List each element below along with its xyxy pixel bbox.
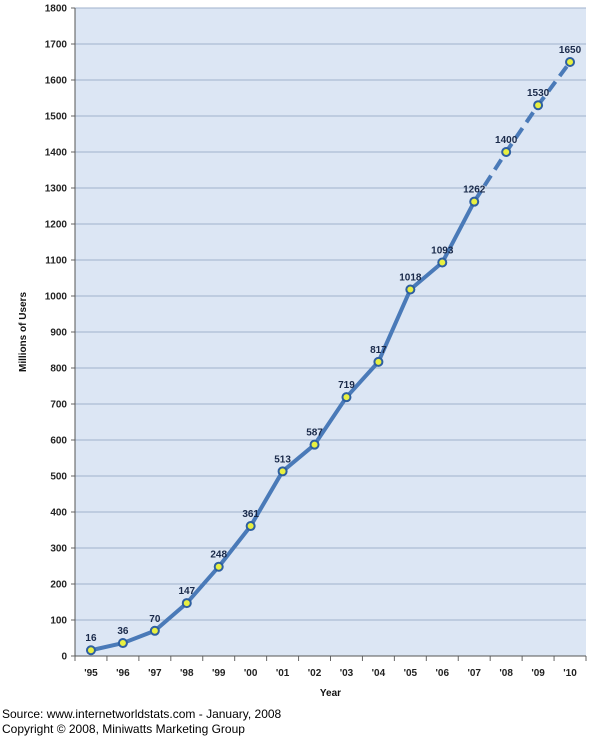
y-tick-label: 1700 [45, 40, 68, 51]
data-label: 1530 [527, 88, 550, 99]
x-tick-label: '06 [436, 668, 450, 679]
data-point [341, 392, 352, 403]
data-point-markers [85, 57, 576, 656]
x-tick-label: '05 [404, 668, 418, 679]
series-line-projected [472, 60, 572, 203]
y-tick-label: 600 [50, 436, 67, 447]
data-point [469, 196, 480, 207]
data-label: 248 [210, 550, 227, 561]
x-tick-label: '96 [116, 668, 130, 679]
data-label: 1093 [431, 246, 454, 257]
gridlines [75, 7, 586, 621]
y-tick-label: 100 [50, 616, 67, 627]
line-chart-svg: 0 100 200 300 400 500 600 700 800 900 1000 1100 1200… [18, 4, 587, 699]
x-tick-label: '07 [467, 668, 481, 679]
x-tick-label: '97 [148, 668, 162, 679]
data-point [149, 625, 160, 636]
y-axis-tick-labels: 0 100 200 300 400 500 600 700 800 900 1000 1100 1200… [45, 4, 75, 663]
data-point [309, 439, 320, 450]
x-tick-label: '95 [84, 668, 98, 679]
source-text: Source: www.internetworldstats.com - Jan… [2, 707, 282, 721]
data-point [117, 638, 128, 649]
data-point [277, 466, 288, 477]
data-label: 587 [306, 428, 323, 439]
y-tick-label: 1600 [45, 76, 68, 87]
data-point [437, 257, 448, 268]
data-label: 147 [178, 586, 195, 597]
data-label: 1650 [559, 45, 582, 56]
y-tick-label: 1000 [45, 292, 68, 303]
y-tick-label: 0 [61, 652, 67, 663]
chart: 0 100 200 300 400 500 600 700 800 900 1000 1100 1200… [18, 4, 587, 699]
x-tick-label: '10 [563, 668, 577, 679]
footer: Source: www.internetworldstats.com - Jan… [2, 707, 590, 737]
data-point [245, 521, 256, 532]
y-tick-label: 300 [50, 544, 67, 555]
y-tick-label: 1500 [45, 112, 68, 123]
x-tick-label: '98 [180, 668, 194, 679]
y-tick-label: 400 [50, 508, 67, 519]
x-axis-title: Year [320, 688, 341, 699]
y-tick-label: 700 [50, 400, 67, 411]
data-point [533, 100, 544, 111]
y-axis-title: Millions of Users [18, 292, 29, 372]
y-tick-label: 900 [50, 328, 67, 339]
data-point [85, 645, 96, 656]
data-label: 1018 [399, 273, 422, 284]
data-point [565, 57, 576, 67]
x-axis-tick-labels: '95 '96 '97 '98 '99 '00 '01 '02 '03 '04 '05 '06 '07 '… [74, 656, 587, 679]
x-tick-label: '09 [531, 668, 545, 679]
x-tick-label: '03 [340, 668, 354, 679]
copyright-text: Copyright © 2008, Miniwatts Marketing Gr… [2, 722, 245, 736]
y-tick-label: 200 [50, 580, 67, 591]
y-tick-label: 1300 [45, 184, 68, 195]
x-tick-label: '99 [212, 668, 226, 679]
data-label: 36 [117, 626, 129, 637]
data-label: 16 [85, 633, 97, 644]
x-tick-label: '08 [499, 668, 513, 679]
data-point [213, 561, 224, 572]
data-labels: 16 36 70 147 248 361 513 587 719 817 1018 1093 1262 1… [85, 45, 581, 644]
y-tick-label: 500 [50, 472, 67, 483]
y-tick-label: 800 [50, 364, 67, 375]
y-tick-label: 1400 [45, 148, 68, 159]
data-point [501, 147, 512, 157]
x-tick-label: '01 [276, 668, 290, 679]
data-label: 1262 [463, 185, 486, 196]
data-label: 361 [242, 509, 259, 520]
y-tick-label: 1100 [45, 256, 67, 267]
data-point [405, 284, 416, 295]
y-tick-label: 1200 [45, 220, 68, 231]
data-label: 817 [370, 345, 387, 356]
x-tick-label: '04 [372, 668, 386, 679]
data-point [373, 356, 384, 367]
data-label: 513 [274, 454, 291, 465]
data-point [181, 598, 192, 609]
x-tick-label: '00 [244, 668, 258, 679]
data-label: 1400 [495, 135, 518, 146]
data-label: 719 [338, 380, 355, 391]
data-label: 70 [149, 614, 161, 625]
y-tick-label: 1800 [45, 4, 68, 15]
x-tick-label: '02 [308, 668, 322, 679]
